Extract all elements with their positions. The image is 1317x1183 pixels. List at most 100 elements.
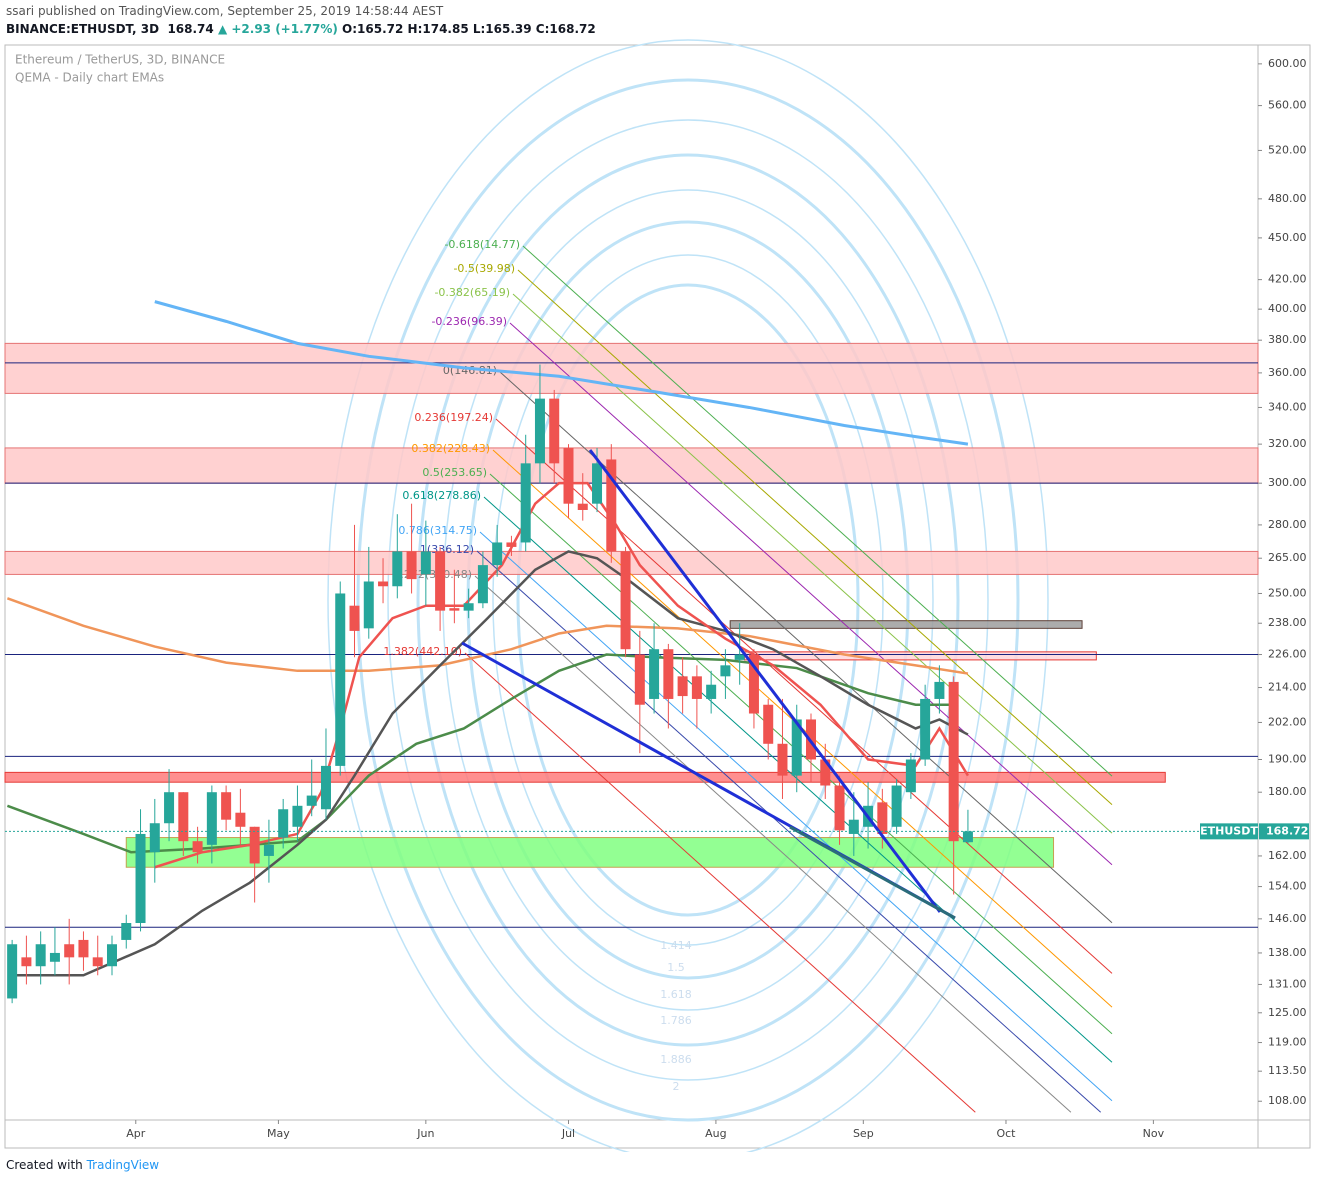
fib-label: 0.618(278.86) (402, 489, 481, 502)
candle-body (663, 649, 674, 699)
ema-line (154, 300, 969, 446)
fib-ellipse (356, 78, 1020, 1122)
candle-body (149, 823, 160, 853)
candle-body (235, 812, 246, 827)
candle-body (848, 819, 859, 834)
candle-body (877, 802, 888, 834)
x-tick-label: Oct (996, 1127, 1016, 1140)
fib-circles: 1.414 1.5 1.618 1.786 1.886 2 (327, 39, 1049, 1152)
change: ▲ +2.93 (+1.77%) (217, 22, 338, 36)
last: 168.74 (167, 22, 214, 36)
candles (7, 364, 973, 1004)
candle-body (606, 459, 617, 552)
fib-label: 0.236(197.24) (414, 411, 493, 424)
candle-body (135, 833, 146, 924)
candle-body (463, 603, 474, 611)
y-tick-label: 162.00 (1268, 849, 1307, 862)
candle-body (820, 759, 831, 786)
fib-label: 1.272(360.48) (393, 568, 472, 581)
publisher: ssari published on TradingView.com, Sept… (6, 4, 444, 18)
candle-body (292, 805, 303, 827)
last-price-label: 168.72 (1266, 824, 1308, 837)
candle-body (78, 939, 89, 958)
candle-body (492, 542, 503, 566)
candle-body (706, 684, 717, 699)
candle-body (720, 665, 731, 677)
zone (743, 651, 1097, 661)
fib-line (517, 269, 1113, 805)
symbol-line: BINANCE:ETHUSDT, 3D 168.74 ▲ +2.93 (+1.7… (6, 22, 596, 36)
fib-circle-label: 2 (673, 1080, 680, 1093)
fib-channel: -0.618(14.77) -0.5(39.98) -0.382(65.19) -0.… (383, 238, 1113, 1113)
candle-body (406, 551, 417, 580)
x-tick-label: Jun (416, 1127, 434, 1140)
y-tick-label: 180.00 (1268, 785, 1307, 798)
y-tick-label: 108.00 (1268, 1094, 1307, 1107)
zones (4, 342, 1259, 928)
fib-circle-label: 1.618 (660, 988, 692, 1001)
fib-ellipse (492, 254, 884, 946)
ema-line (154, 481, 970, 869)
candle-body (534, 398, 545, 464)
emas (6, 300, 970, 977)
candle-body (506, 542, 517, 547)
candle-body (934, 681, 945, 699)
trendlines (461, 449, 956, 920)
y-tick-label: 154.00 (1268, 880, 1307, 893)
candle-body (35, 944, 46, 967)
x-tick-label: Nov (1143, 1127, 1165, 1140)
candle-body (577, 503, 588, 510)
zone (4, 447, 1259, 484)
fib-label: -0.236(96.39) (431, 315, 507, 328)
fib-label: 0.382(228.43) (411, 442, 490, 455)
y-tick-label: 226.00 (1268, 648, 1307, 661)
candle-body (349, 605, 360, 631)
symbol: BINANCE:ETHUSDT, 3D (6, 22, 160, 36)
candle-body (64, 944, 75, 958)
y-tick-label: 131.00 (1268, 977, 1307, 990)
chart-title: Ethereum / TetherUS, 3D, BINANCE (15, 53, 225, 67)
fib-label: 0.786(314.75) (398, 524, 477, 537)
fib-line (495, 418, 1113, 974)
y-tick-label: 480.00 (1268, 192, 1307, 205)
y-tick-label: 600.00 (1268, 57, 1307, 70)
zone (4, 771, 1166, 783)
candle-body (563, 447, 574, 504)
frame (4, 44, 1311, 1149)
candle-body (221, 792, 232, 820)
candle-body (748, 654, 759, 714)
x-tick-label: Aug (705, 1127, 726, 1140)
candle-body (962, 831, 973, 843)
y-tick-label: 450.00 (1268, 231, 1307, 244)
candle-body (905, 759, 916, 793)
candle-body (634, 654, 645, 705)
candle-body (164, 792, 175, 824)
fib-circle-label: 1.5 (667, 961, 685, 974)
y-tick-label: 560.00 (1268, 99, 1307, 112)
candle-body (392, 551, 403, 587)
candle-body (7, 944, 18, 999)
y-tick-label: 138.00 (1268, 946, 1307, 959)
candle-body (420, 551, 431, 575)
candle-body (620, 551, 631, 650)
footer: Created with TradingView (6, 1158, 159, 1172)
candle-body (49, 952, 60, 962)
candle-body (791, 719, 802, 776)
y-tick-label: 360.00 (1268, 366, 1307, 379)
zone (4, 342, 1259, 394)
last-price-bg (1259, 823, 1309, 840)
fib-circle-label: 1.786 (660, 1014, 692, 1027)
candle-body (363, 581, 374, 629)
candle-body (549, 398, 560, 464)
y-tick-label: 113.50 (1268, 1064, 1307, 1077)
trendline (789, 825, 956, 920)
y-tick-label: 520.00 (1268, 143, 1307, 156)
fib-line (479, 531, 1113, 1102)
candle-body (335, 593, 346, 766)
axes: 600.00 560.00 520.00 480.00 450.00 420.00 400.… (5, 57, 1309, 1140)
candle-body (649, 649, 660, 699)
y-tick-label: 214.00 (1268, 681, 1307, 694)
fib-label: 0.5(253.65) (422, 466, 487, 479)
